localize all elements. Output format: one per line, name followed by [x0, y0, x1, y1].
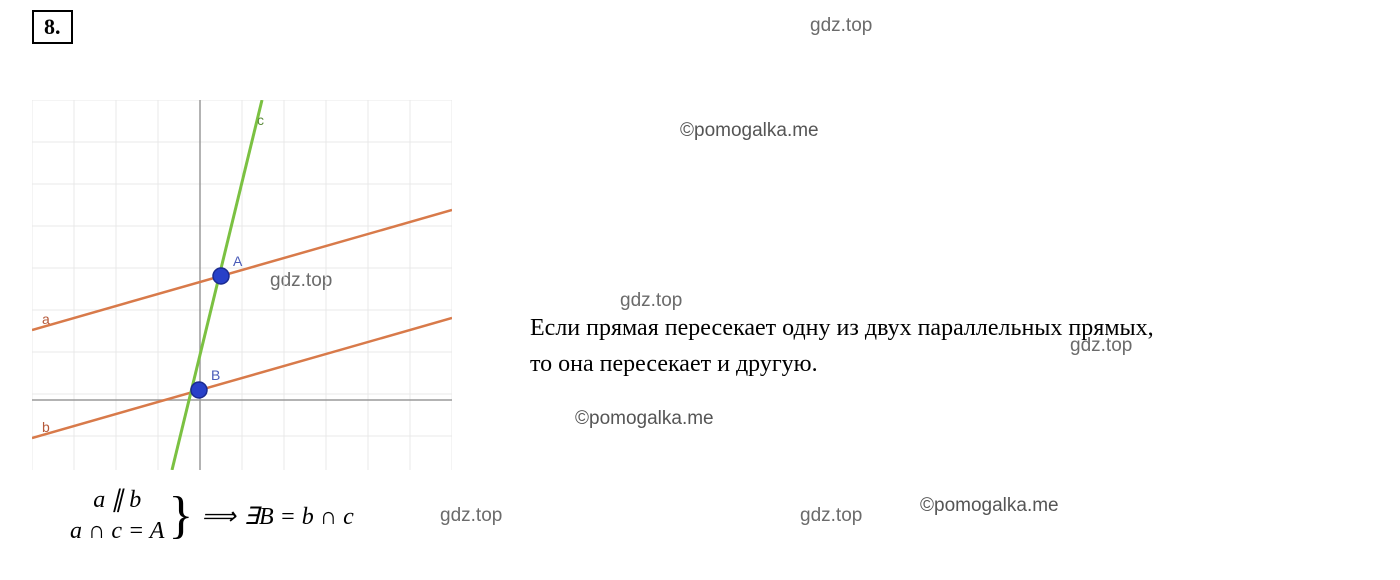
formula-brace: } — [168, 495, 193, 537]
formula-premise: a ∥ b a ∩ c = A — [70, 485, 164, 547]
watermark-gdz-1: gdz.top — [810, 15, 872, 37]
point-label-B: B — [211, 367, 220, 383]
graph-svg: a b c A B — [32, 100, 452, 470]
watermark-pomogalka-3: ©pomogalka.me — [920, 495, 1059, 517]
line-label-c: c — [257, 112, 264, 128]
point-B — [191, 382, 207, 398]
graph: a b c A B — [32, 100, 452, 470]
watermark-pomogalka-1: ©pomogalka.me — [680, 120, 819, 142]
formula-line1: a ∥ b — [93, 485, 141, 516]
formula-line2: a ∩ c = A — [70, 516, 164, 547]
point-label-A: A — [233, 253, 243, 269]
formula-result: ∃B = b ∩ c — [244, 502, 354, 531]
formula-implies: ⟹ — [201, 502, 235, 531]
watermark-pomogalka-2: ©pomogalka.me — [575, 408, 714, 430]
watermark-gdz-6: gdz.top — [800, 505, 862, 527]
line-label-a: a — [42, 311, 50, 327]
watermark-gdz-3: gdz.top — [620, 290, 682, 312]
problem-number: 8. — [32, 10, 73, 44]
explanation-text: Если прямая пересекает одну из двух пара… — [530, 310, 1170, 382]
point-A — [213, 268, 229, 284]
watermark-gdz-5: gdz.top — [440, 505, 502, 527]
line-label-b: b — [42, 419, 50, 435]
formula: a ∥ b a ∩ c = A } ⟹ ∃B = b ∩ c — [70, 485, 354, 547]
